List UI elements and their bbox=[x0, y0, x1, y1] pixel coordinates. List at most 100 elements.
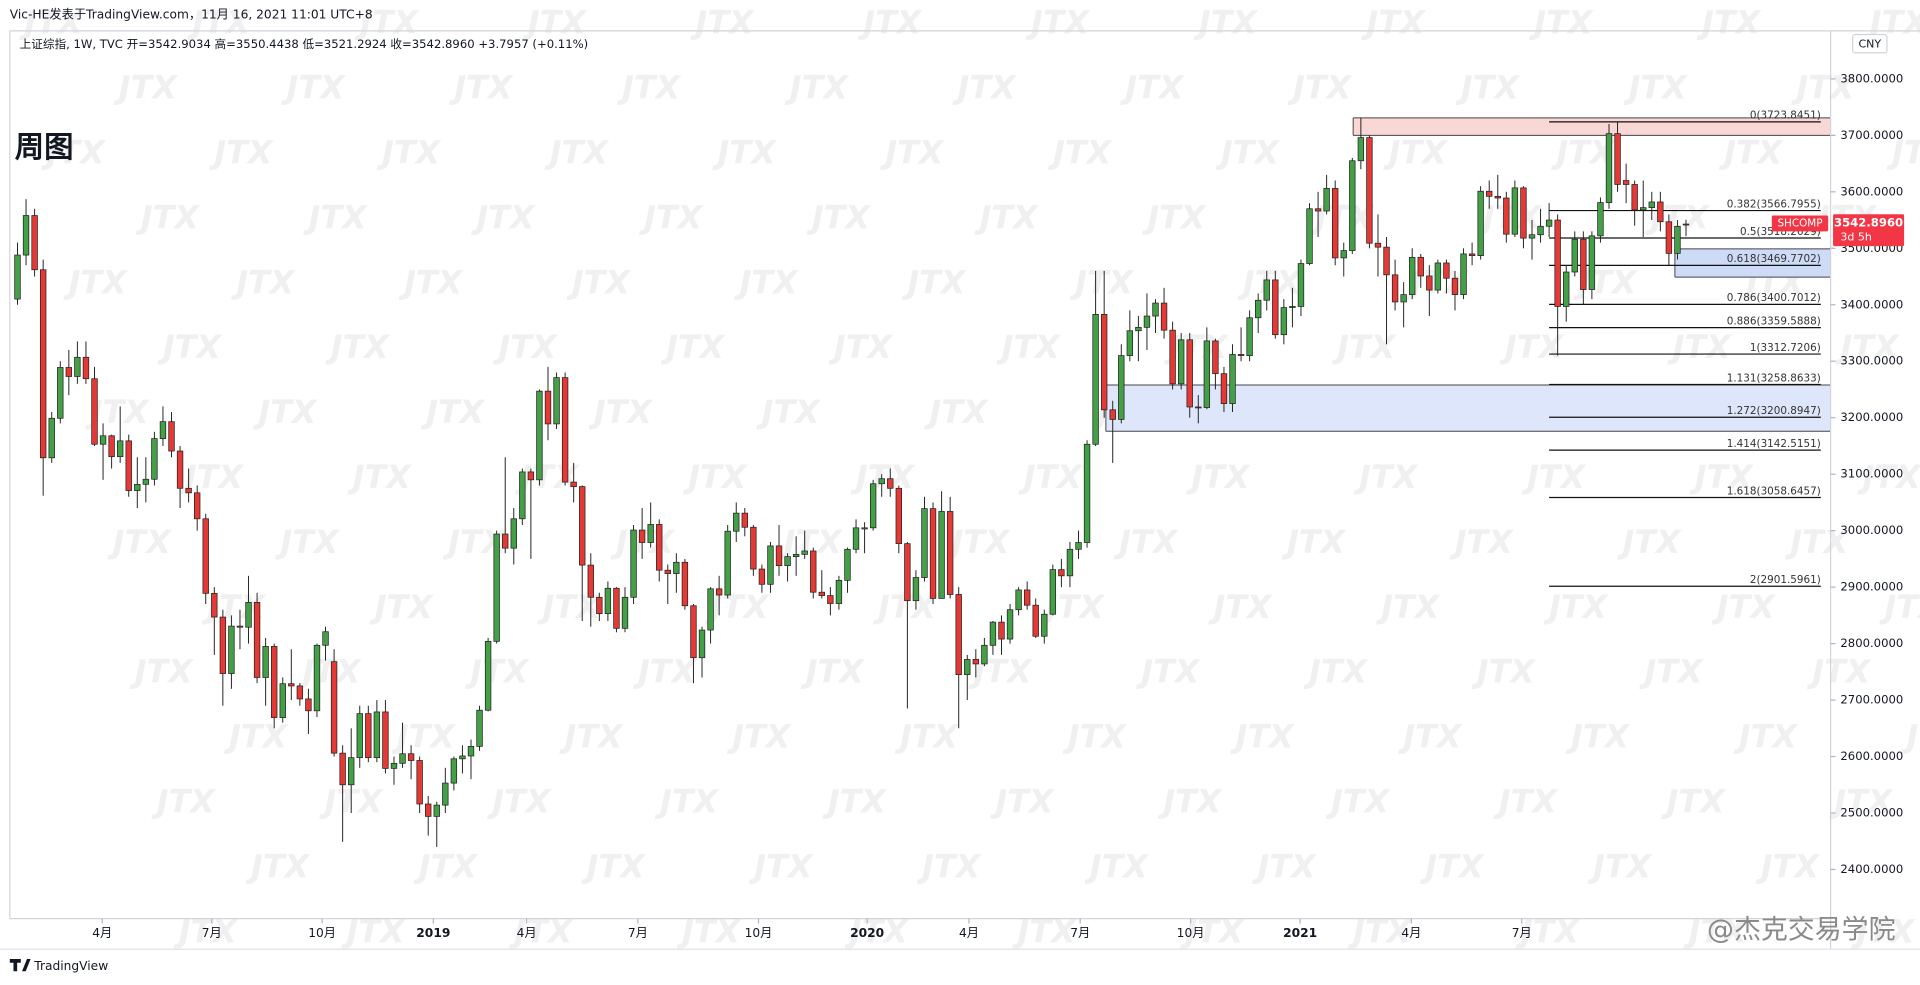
watermark: JTX bbox=[1733, 718, 1799, 756]
candle-body bbox=[1571, 238, 1578, 273]
watermark: JTX bbox=[990, 783, 1056, 821]
fib-label: 1.618(3058.6457) bbox=[1727, 485, 1821, 497]
y-tick-label: 3200.0000 bbox=[1840, 410, 1903, 424]
last-price: 3542.8960 bbox=[1834, 215, 1903, 229]
candle-body bbox=[1657, 201, 1664, 223]
watermark: JTX bbox=[974, 198, 1040, 236]
header: Vic-HE发表于TradingView.com，11月 16, 2021 11… bbox=[10, 6, 373, 21]
watermark: JTX bbox=[1419, 847, 1485, 885]
candle-body bbox=[185, 487, 192, 494]
watermark: JTX bbox=[1185, 458, 1251, 496]
candle-body bbox=[673, 561, 680, 574]
fib-label: 1.272(3200.8947) bbox=[1727, 405, 1821, 417]
candle-body bbox=[998, 621, 1005, 640]
watermark: JTX bbox=[638, 198, 704, 236]
candle-body bbox=[1597, 202, 1604, 237]
candle-body bbox=[1622, 180, 1630, 185]
candle-body bbox=[168, 421, 175, 452]
candle-body bbox=[1177, 339, 1185, 385]
watermark: JTX bbox=[41, 134, 107, 172]
fib-label: 1.414(3142.5151) bbox=[1727, 438, 1821, 450]
candle-body bbox=[1255, 299, 1262, 319]
candle-body bbox=[245, 602, 252, 628]
candle-body bbox=[1289, 306, 1296, 308]
watermark: JTX bbox=[996, 328, 1062, 366]
watermark: JTX bbox=[230, 263, 296, 301]
watermark: JTX bbox=[347, 458, 413, 496]
candle-body bbox=[1477, 190, 1484, 256]
watermark: JTX bbox=[1119, 69, 1185, 107]
watermark-layer: JTXJTXJTXJTXJTXJTXJTXJTXJTXJTXJTXJTXJTXJ… bbox=[18, 4, 1920, 951]
candle-body bbox=[784, 556, 791, 567]
watermark: JTX bbox=[1113, 523, 1179, 561]
watermark: JTX bbox=[828, 328, 894, 366]
watermark: JTX bbox=[1587, 847, 1653, 885]
candle-body bbox=[921, 508, 928, 578]
x-tick-label: 2021 bbox=[1283, 926, 1317, 940]
watermark: JTX bbox=[1623, 69, 1689, 107]
y-tick-label: 2800.0000 bbox=[1840, 636, 1903, 650]
candle-body bbox=[1665, 221, 1673, 254]
candle-body bbox=[459, 755, 466, 760]
candle-body bbox=[271, 646, 278, 718]
watermark: JTX bbox=[784, 69, 850, 107]
watermark: JTX bbox=[1784, 523, 1850, 561]
watermark: JTX bbox=[1069, 263, 1135, 301]
watermark: JTX bbox=[376, 134, 442, 172]
watermark: JTX bbox=[296, 653, 362, 691]
watermark: JTX bbox=[1040, 588, 1106, 626]
candle-body bbox=[356, 713, 363, 759]
candle-body bbox=[929, 508, 937, 599]
candle-body bbox=[425, 803, 432, 817]
watermark: JTX bbox=[325, 328, 391, 366]
candle-body bbox=[1554, 219, 1561, 307]
watermark: JTX bbox=[822, 783, 888, 821]
candle-body bbox=[1545, 219, 1553, 227]
candle-body bbox=[91, 378, 98, 445]
candle-body bbox=[1580, 238, 1587, 290]
candle-body bbox=[382, 711, 389, 769]
watermark: JTX bbox=[1718, 134, 1784, 172]
candle-body bbox=[587, 564, 594, 598]
candle-body bbox=[1220, 373, 1228, 404]
candle-body bbox=[1280, 307, 1288, 336]
x-tick-label: 7月 bbox=[1512, 926, 1532, 940]
candle-body bbox=[1306, 208, 1313, 264]
candle-body bbox=[1066, 548, 1074, 577]
watermark: JTX bbox=[1207, 588, 1273, 626]
candle-body bbox=[733, 512, 740, 532]
watermark: JTX bbox=[923, 393, 989, 431]
candle-body bbox=[450, 758, 458, 784]
fib-label: 0(3723.8451) bbox=[1750, 110, 1821, 122]
currency-box[interactable] bbox=[1852, 33, 1888, 54]
candle-body bbox=[330, 661, 338, 754]
watermark: JTX bbox=[470, 198, 536, 236]
candle-body bbox=[82, 356, 90, 380]
candle-body bbox=[1083, 443, 1091, 543]
candle-body bbox=[1237, 354, 1245, 356]
candle-body bbox=[142, 478, 150, 485]
watermark: JTX bbox=[967, 653, 1033, 691]
candle-body bbox=[775, 545, 783, 567]
candle-body bbox=[510, 518, 517, 549]
x-tick-label: 7月 bbox=[1070, 926, 1090, 940]
watermark: JTX bbox=[1806, 653, 1872, 691]
brand: TradingView bbox=[33, 959, 108, 973]
candle-body bbox=[211, 592, 218, 618]
watermark: JTX bbox=[107, 523, 173, 561]
candle-body bbox=[193, 492, 201, 520]
candle-body bbox=[1528, 234, 1536, 239]
candle-body bbox=[219, 616, 227, 674]
watermark: JTX bbox=[1477, 198, 1543, 236]
y-tick-label: 2500.0000 bbox=[1840, 806, 1903, 820]
watermark: JTX bbox=[879, 134, 945, 172]
x-tick-label: 7月 bbox=[628, 926, 648, 940]
watermark: JTX bbox=[1215, 134, 1281, 172]
watermark: JTX bbox=[391, 718, 457, 756]
candle-body bbox=[613, 587, 620, 629]
candle-body bbox=[1588, 235, 1596, 290]
watermark: JTX bbox=[398, 263, 464, 301]
candle-body bbox=[844, 548, 851, 581]
watermark: JTX bbox=[448, 69, 514, 107]
candle-body bbox=[14, 254, 21, 300]
